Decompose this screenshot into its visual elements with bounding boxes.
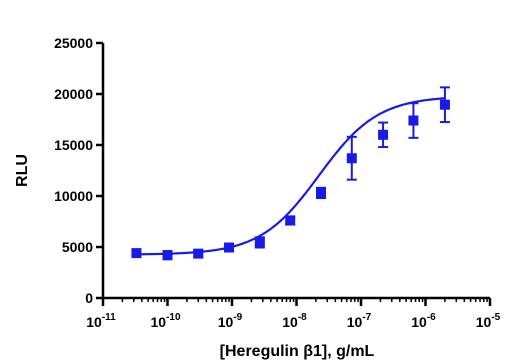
x-tick-label: 10-7 <box>347 312 372 330</box>
x-tick-label: 10-9 <box>218 312 243 330</box>
y-tick-label: 15000 <box>54 137 93 153</box>
data-point <box>285 215 296 226</box>
data-point <box>162 250 173 261</box>
fit-curve <box>136 97 446 256</box>
y-tick-label: 20000 <box>54 86 93 102</box>
x-tick-label: 10-6 <box>411 312 436 330</box>
fit-curves <box>136 97 446 256</box>
x-tick-label: 10-8 <box>282 312 307 330</box>
data-points <box>131 99 450 261</box>
axes <box>101 43 490 300</box>
data-point <box>316 187 327 198</box>
data-point <box>408 115 419 126</box>
data-point <box>439 99 450 110</box>
y-tick-label: 0 <box>85 290 93 306</box>
y-axis-title: RLU <box>14 154 31 187</box>
y-ticks: 0 5000 10000 15000 20000 25000 <box>54 35 103 306</box>
data-point <box>378 129 389 140</box>
error-bars <box>131 86 450 261</box>
y-tick-label: 25000 <box>54 35 93 51</box>
data-point <box>346 153 357 164</box>
x-tick-label: 10-10 <box>150 312 180 330</box>
x-axis-title: [Heregulin β1], g/mL <box>220 343 375 360</box>
data-point <box>254 237 265 248</box>
data-point <box>193 248 204 259</box>
y-tick-label: 10000 <box>54 188 93 204</box>
data-point <box>224 242 235 253</box>
data-point <box>131 248 142 259</box>
x-tick-label: 10-5 <box>476 312 501 330</box>
x-tick-label: 10-11 <box>86 312 116 330</box>
x-ticks: 10-11 10-10 10-9 10-8 10-7 10-6 10-5 <box>86 298 501 330</box>
y-tick-label: 5000 <box>62 239 93 255</box>
